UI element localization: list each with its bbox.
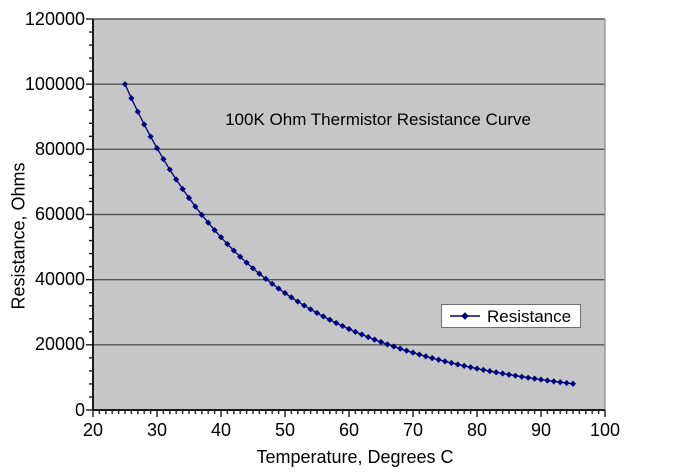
legend: Resistance <box>441 304 582 328</box>
data-point-marker <box>345 325 353 333</box>
data-point-marker <box>173 176 180 183</box>
data-point-marker <box>275 285 282 292</box>
data-point-marker <box>505 371 513 378</box>
y-tick-label: 100000 <box>24 73 85 94</box>
data-point-marker <box>358 331 365 338</box>
data-point-marker <box>205 219 212 226</box>
data-point-marker <box>128 95 135 102</box>
data-point-marker <box>288 294 295 301</box>
data-point-marker <box>435 356 442 363</box>
data-point-marker <box>237 253 244 260</box>
data-point-marker <box>448 359 455 367</box>
data-point-marker <box>550 378 557 385</box>
x-tick-label: 40 <box>210 420 232 440</box>
data-point-marker <box>512 372 519 379</box>
data-point-marker <box>307 306 314 313</box>
data-point-marker <box>390 343 397 350</box>
data-point-marker <box>141 121 148 128</box>
data-point-marker <box>294 298 301 305</box>
data-point-marker <box>403 347 410 354</box>
data-point-marker <box>422 353 429 360</box>
data-point-marker <box>397 345 404 352</box>
x-tick-label: 70 <box>402 420 424 440</box>
data-point-marker <box>262 275 269 282</box>
data-point-marker <box>211 227 218 234</box>
data-point-marker <box>493 369 500 376</box>
data-point-marker <box>371 336 378 343</box>
data-point-marker <box>217 234 225 241</box>
data-point-marker <box>531 375 538 382</box>
legend-series-marker-icon <box>450 312 480 320</box>
data-point-marker <box>352 328 359 335</box>
data-point-marker <box>467 364 474 371</box>
data-point-marker <box>416 351 423 358</box>
x-tick-label: 100 <box>589 420 621 440</box>
data-point-marker <box>224 240 231 248</box>
data-point-marker <box>384 341 391 348</box>
data-point-marker <box>243 259 250 266</box>
data-point-marker <box>544 377 551 384</box>
data-point-marker <box>461 362 468 369</box>
data-point-marker <box>525 374 532 381</box>
data-point-marker <box>153 145 161 152</box>
data-point-marker <box>429 355 436 362</box>
data-point-marker <box>179 185 186 193</box>
x-tick-label: 60 <box>338 420 360 440</box>
data-point-marker <box>198 211 205 218</box>
data-point-marker <box>301 302 308 309</box>
y-tick-label: 120000 <box>24 8 85 29</box>
data-point-marker <box>121 81 129 88</box>
data-point-marker <box>486 368 493 375</box>
x-tick-label: 80 <box>466 420 488 440</box>
x-tick-label: 90 <box>530 420 552 440</box>
data-point-marker <box>441 358 449 365</box>
data-point-marker <box>320 313 327 320</box>
data-point-marker <box>377 338 385 346</box>
data-point-marker <box>249 265 257 272</box>
data-point-marker <box>269 280 276 287</box>
y-tick-label: 40000 <box>34 269 85 290</box>
data-point-marker <box>333 319 340 327</box>
x-tick-label: 50 <box>274 420 296 440</box>
data-point-marker <box>192 203 199 210</box>
data-point-marker <box>166 166 173 173</box>
x-tick-label: 20 <box>82 420 104 440</box>
data-point-marker <box>409 349 417 356</box>
y-tick-label: 20000 <box>34 334 85 355</box>
data-point-marker <box>326 316 333 323</box>
data-point-marker <box>256 270 263 277</box>
data-point-marker <box>230 247 237 254</box>
data-point-marker <box>281 289 289 297</box>
data-point-marker <box>313 309 321 317</box>
data-point-marker <box>557 379 564 386</box>
chart-title: 100K Ohm Thermistor Resistance Curve <box>225 110 531 129</box>
y-tick-label: 0 <box>74 399 85 420</box>
data-point-marker <box>569 380 577 387</box>
x-axis-title: Temperature, Degrees C <box>256 447 454 467</box>
data-point-marker <box>185 194 193 202</box>
data-point-marker <box>473 365 481 372</box>
data-point-marker <box>134 108 141 115</box>
x-tick-label: 30 <box>146 420 168 440</box>
y-tick-label: 60000 <box>34 204 85 224</box>
data-point-marker <box>518 373 525 380</box>
data-point-marker <box>480 366 487 373</box>
data-point-marker <box>147 133 154 140</box>
data-point-marker <box>339 322 346 330</box>
data-point-marker <box>160 156 167 163</box>
data-point-marker <box>499 370 506 377</box>
data-point-marker <box>454 361 461 368</box>
data-point-marker <box>563 379 570 387</box>
data-point-marker <box>365 334 372 341</box>
data-point-marker <box>537 376 545 383</box>
y-tick-label: 80000 <box>34 138 85 159</box>
legend-series-label: Resistance <box>487 306 572 326</box>
